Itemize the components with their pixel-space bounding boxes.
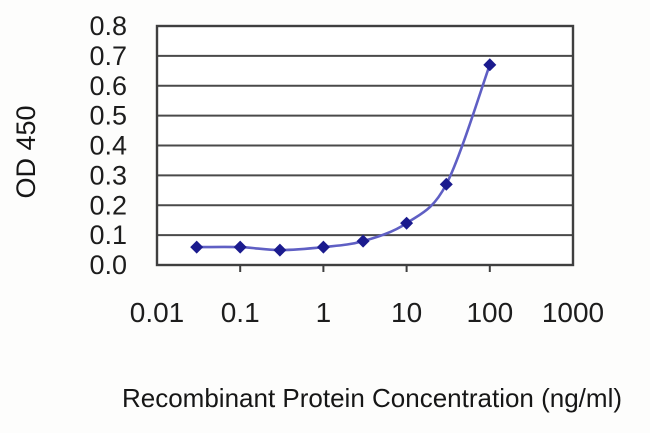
data-point-marker (316, 240, 330, 254)
x-tick-label: 0.1 (221, 297, 260, 328)
x-tick-label: 10 (391, 297, 422, 328)
y-tick-label: 0.5 (89, 101, 127, 131)
plot-border (155, 24, 575, 267)
x-tick-label: 0.01 (130, 297, 185, 328)
data-point-marker (233, 240, 247, 254)
plot-layer: 0.00.10.20.30.40.50.60.70.80.01 0.1 1 10 100… (89, 11, 604, 328)
data-point-marker (400, 216, 414, 230)
data-point-marker (273, 243, 287, 257)
y-tick-label: 0.7 (89, 41, 127, 71)
y-axis-title: OD 450 (11, 105, 41, 198)
y-tick-label: 0.6 (89, 71, 127, 101)
data-point-marker (483, 58, 497, 72)
y-tick-label: 0.0 (89, 250, 127, 280)
data-point-marker (356, 234, 370, 248)
y-tick-label: 0.1 (89, 220, 127, 250)
x-tick-label: 1000 (542, 297, 604, 328)
y-tick-label: 0.8 (89, 11, 127, 41)
x-axis-title: Recombinant Protein Concentration (ng/ml… (122, 383, 622, 413)
x-tick-label: 100 (466, 297, 513, 328)
data-point-marker (190, 240, 204, 254)
y-tick-label: 0.3 (89, 160, 127, 190)
y-tick-label: 0.2 (89, 190, 127, 220)
data-series-line (195, 63, 492, 252)
y-tick-label: 0.4 (89, 131, 127, 161)
data-point-marker (439, 177, 453, 191)
x-tick-label: 1 (316, 297, 332, 328)
